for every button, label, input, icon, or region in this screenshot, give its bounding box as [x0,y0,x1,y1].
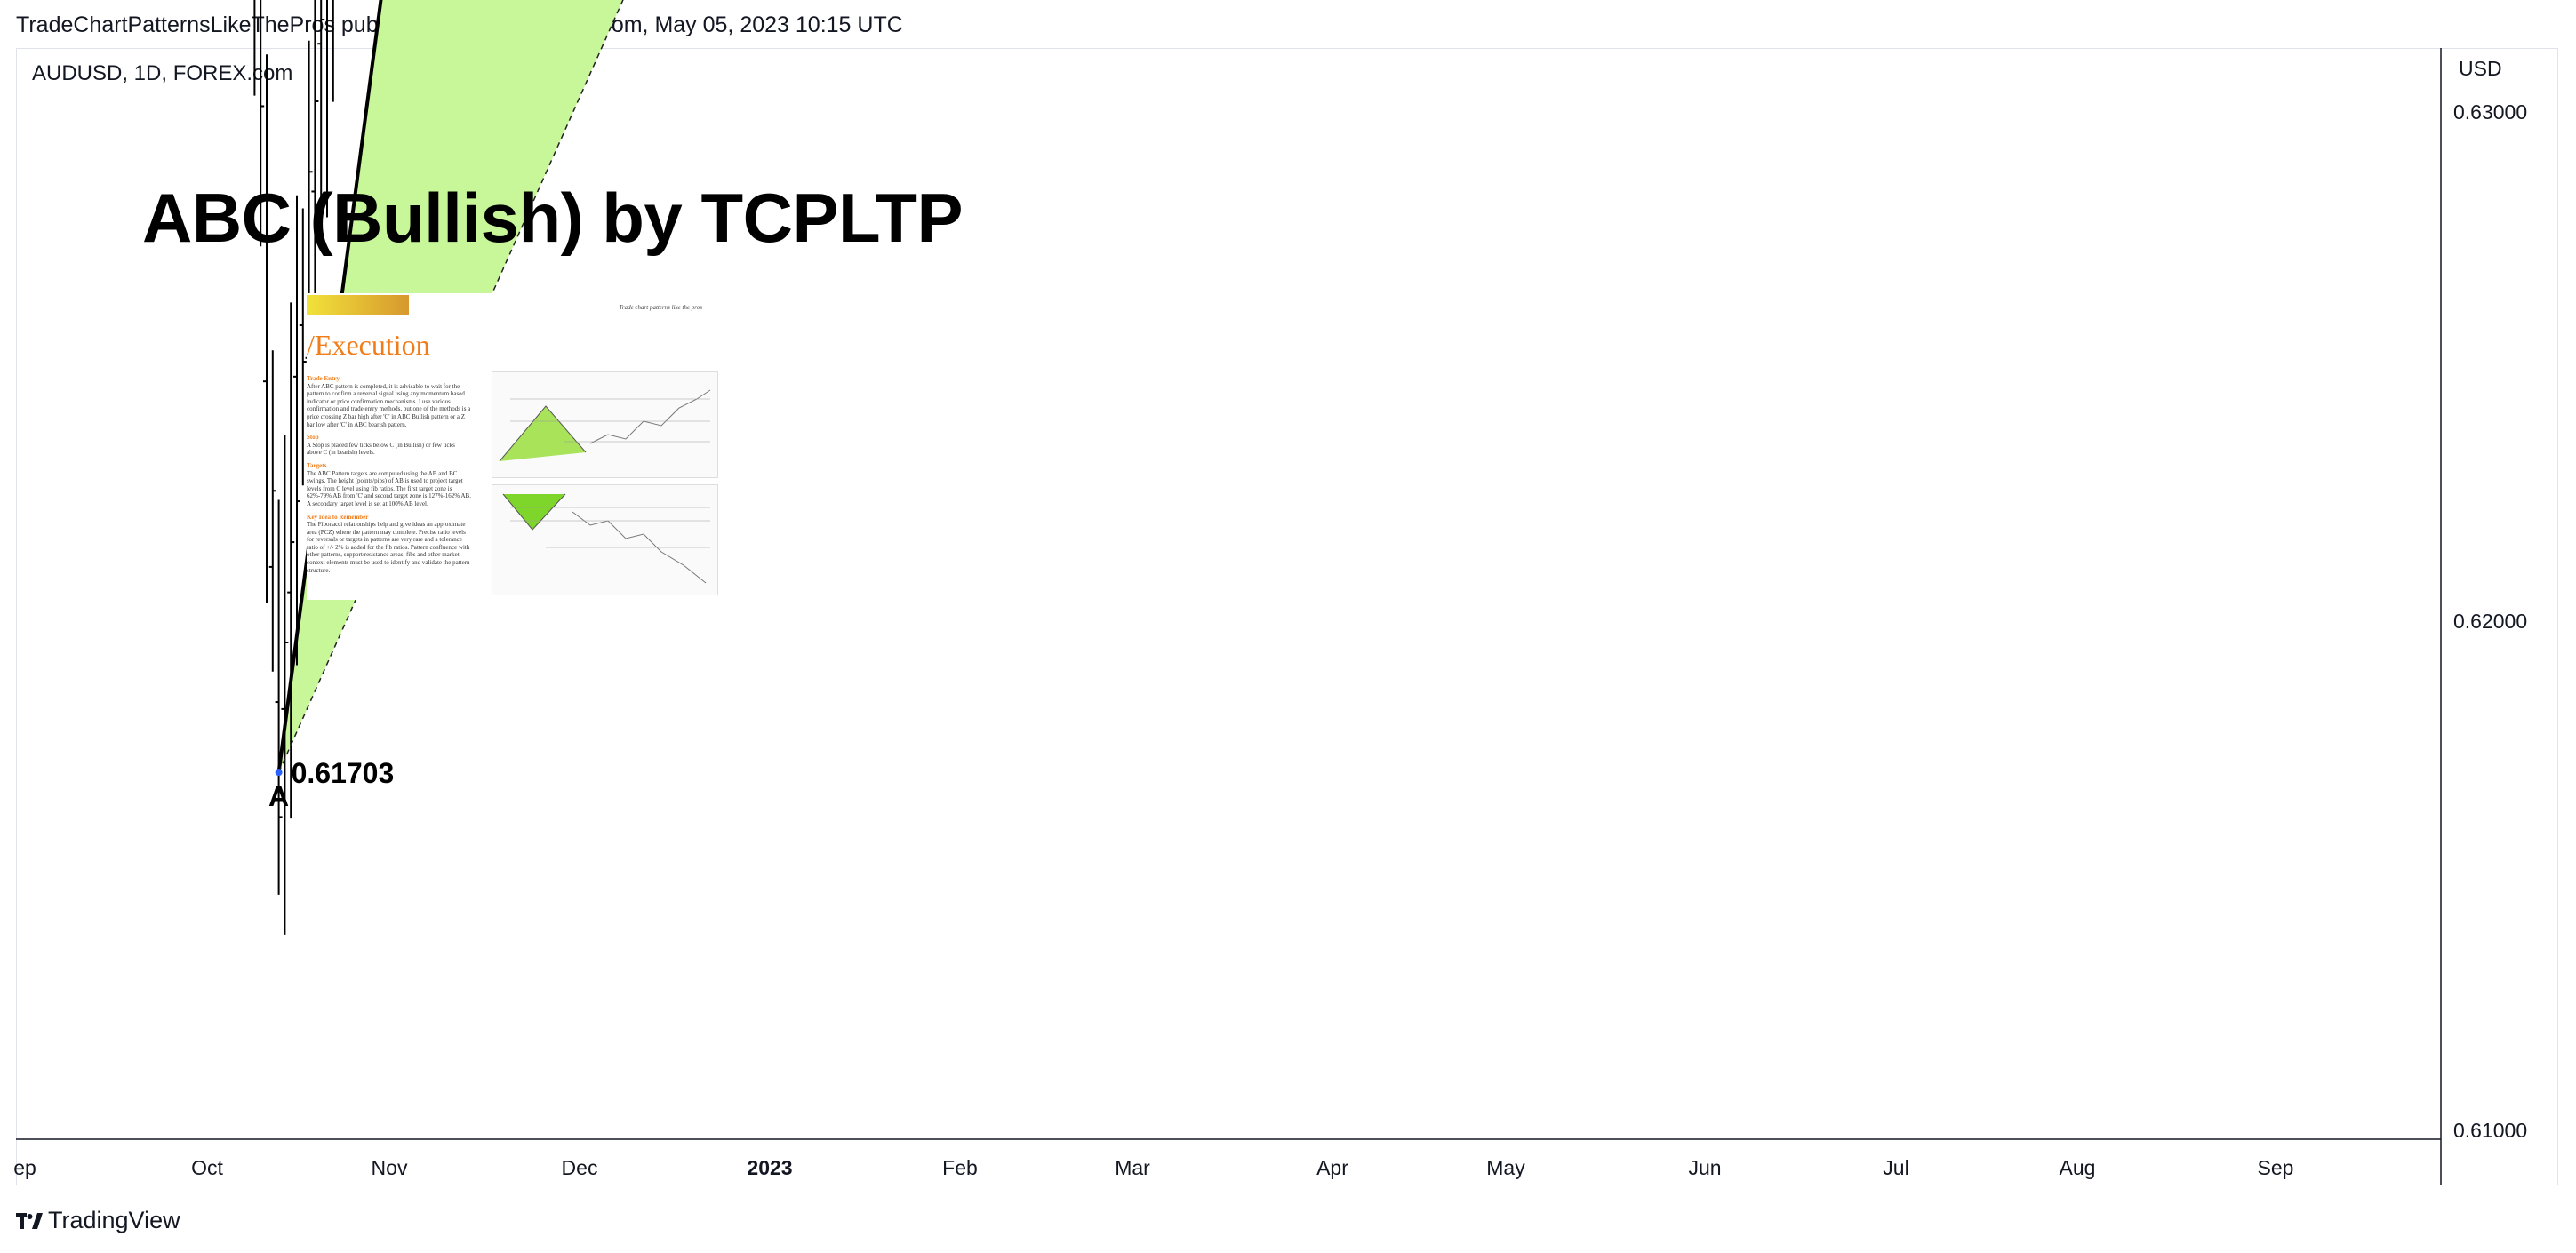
thumbnail-chart-bullish [492,371,718,478]
time-tick-label: Jul [1883,1156,1908,1179]
thumbnail-section-text: The Fibonacci relationships help and giv… [307,521,470,574]
currency-label: USD [2459,57,2502,80]
pivot-marker-a [275,769,283,777]
time-tick-label: Feb [942,1156,978,1179]
time-tick-label: Aug [2060,1156,2096,1179]
thumbnail-logo-bar [307,295,409,315]
thumbnail-section-text: After ABC pattern is completed, it is ad… [307,382,471,428]
thumbnail-section-head: Stop [307,434,319,442]
price-tick-label: 0.61000 [2453,1119,2527,1142]
tradingview-logo-icon [16,1212,43,1229]
chart-pane[interactable] [16,48,2558,1185]
point-a-price: 0.61703 [292,757,395,789]
time-tick-label: ep [13,1156,36,1179]
execution-thumbnail: Trade chart patterns like the pros /Exec… [307,293,729,600]
time-tick-label: Sep [2258,1156,2294,1179]
time-tick-label: Nov [372,1156,408,1179]
tradingview-brand[interactable]: TradingView [16,1207,180,1234]
symbol-info: AUDUSD, 1D, FOREX.com [32,61,293,85]
thumbnail-section-head: Trade Entry [307,375,340,382]
thumbnail-section-head: Key Idea to Remember [307,513,369,521]
price-tick-label: 0.63000 [2453,100,2527,124]
brand-name: TradingView [48,1207,180,1233]
time-tick-label: Mar [1115,1156,1150,1179]
time-tick-label: May [1486,1156,1525,1179]
thumbnail-tagline: Trade chart patterns like the pros [619,304,702,311]
chart-title: ABC (Bullish) by TCPLTP [142,179,964,257]
thumbnail-section-text: A Stop is placed few ticks below C (in B… [307,441,455,457]
point-label-a: A [268,780,289,812]
time-tick-label: Oct [191,1156,223,1179]
time-tick-label: Jun [1688,1156,1721,1179]
thumbnail-chart-bearish [492,484,718,595]
thumbnail-section-head: Targets [307,461,327,469]
price-tick-label: 0.62000 [2453,610,2527,633]
time-tick-label: Apr [1316,1156,1348,1179]
time-tick-label: 2023 [747,1156,792,1179]
thumbnail-section-text: The ABC Pattern targets are computed usi… [307,469,471,507]
thumbnail-heading: /Execution [307,329,430,361]
time-tick-label: Dec [562,1156,598,1179]
thumbnail-text: Trade Entry After ABC pattern is complet… [307,375,471,574]
